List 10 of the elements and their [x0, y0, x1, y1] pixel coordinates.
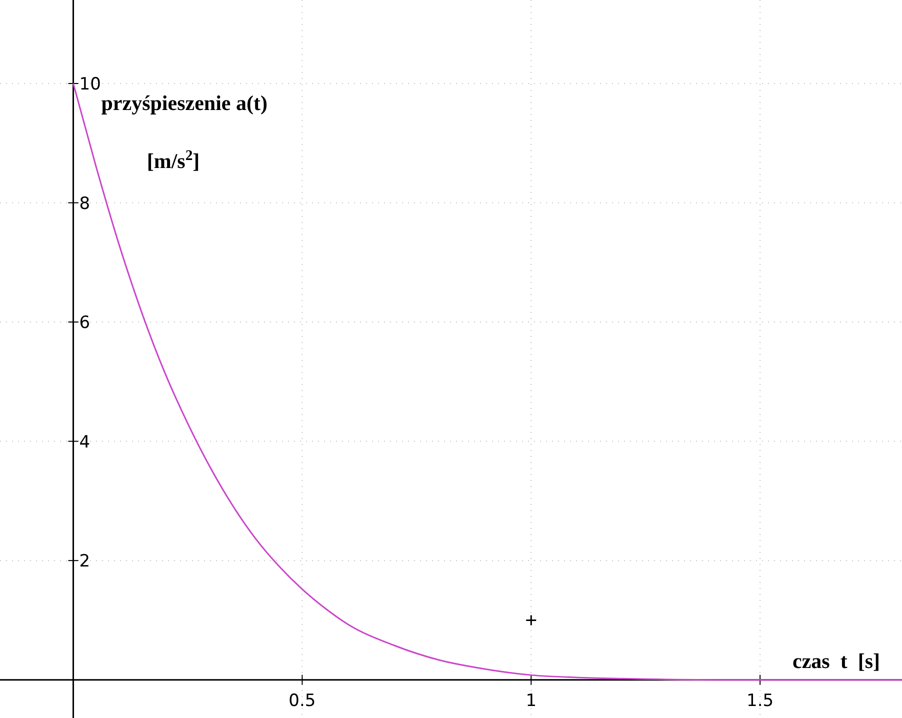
y-tick-label: 6 — [79, 313, 90, 334]
y-tick-label: 2 — [79, 552, 90, 572]
text: przyśpieszenie a(t) [m/s$^{2}$] — [101, 91, 268, 173]
y-tick-label: 10 — [79, 74, 101, 94]
x-tick-label: 1.5 — [746, 690, 774, 711]
x-tick-label: 1 — [526, 690, 537, 711]
y-tick-label: 4 — [79, 432, 90, 452]
y-tick-label: 8 — [79, 194, 90, 214]
x-axis-title: czas t [s] — [792, 648, 880, 673]
x-tick-label: 0.5 — [288, 690, 316, 711]
